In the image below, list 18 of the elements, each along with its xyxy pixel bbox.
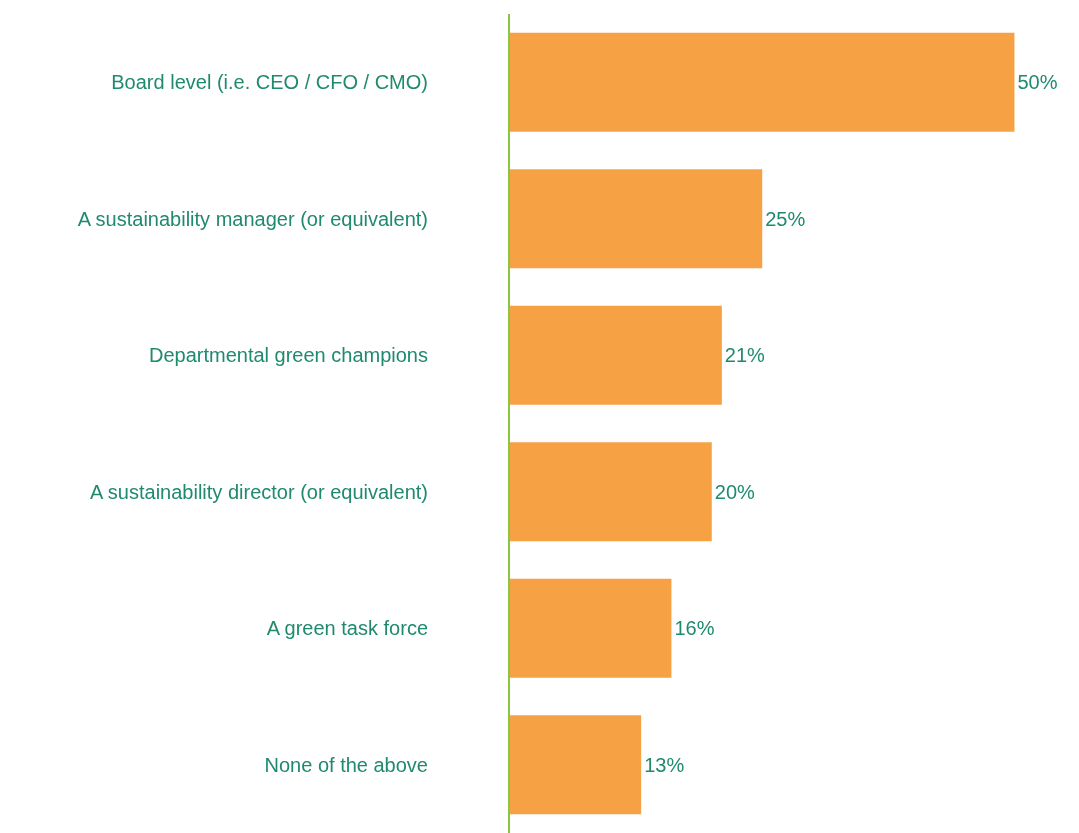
- bar: [510, 305, 722, 405]
- data-label: 20%: [714, 480, 756, 503]
- bar: [510, 715, 642, 815]
- data-label: 50%: [1017, 71, 1058, 94]
- y-tick-label: A sustainability director (or equivalent): [90, 480, 428, 503]
- y-tick-label: A sustainability manager (or equivalent): [77, 207, 428, 230]
- bar: [510, 32, 1015, 132]
- data-label: 21%: [724, 344, 766, 367]
- data-label: 16%: [674, 617, 715, 640]
- y-tick-label: Board level (i.e. CEO / CFO / CMO): [111, 71, 428, 94]
- y-tick-label: None of the above: [264, 753, 428, 776]
- data-label: 25%: [765, 207, 806, 230]
- bar: [510, 578, 672, 678]
- data-label: 13%: [644, 753, 685, 776]
- y-tick-label: A green task force: [266, 617, 428, 640]
- bar: [510, 169, 763, 269]
- y-tick-label: Departmental green champions: [148, 344, 428, 367]
- bar: [510, 442, 712, 542]
